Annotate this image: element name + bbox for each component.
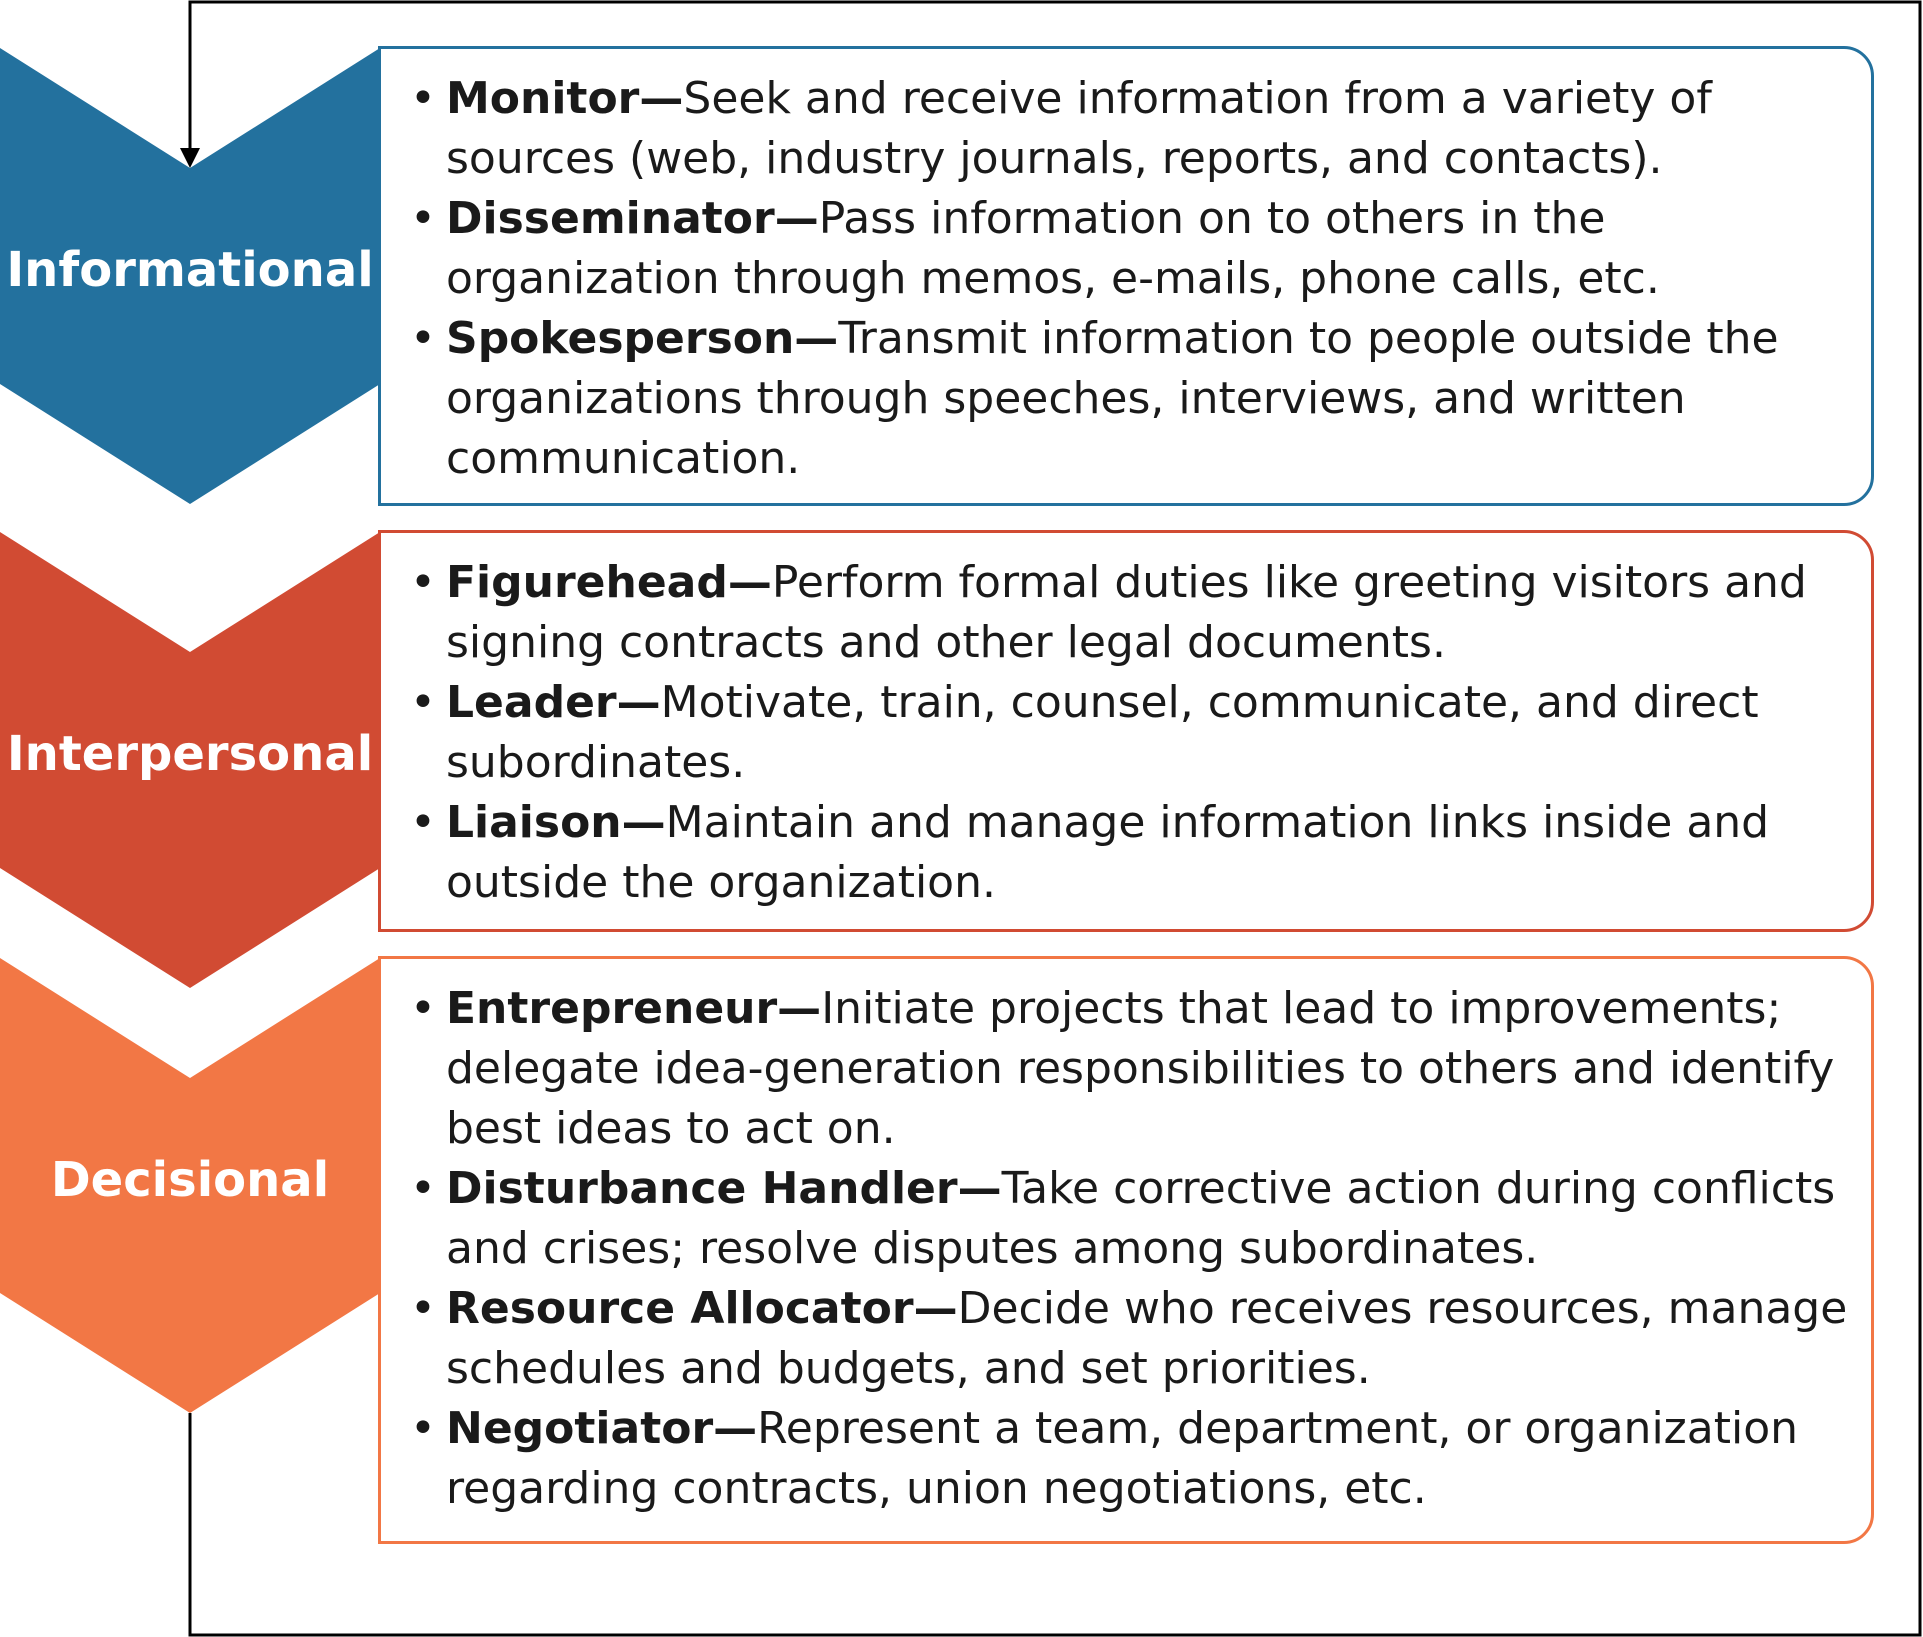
section-label-interpersonal: Interpersonal bbox=[6, 726, 374, 782]
role-title: Disseminator— bbox=[446, 193, 819, 244]
role-list: Figurehead—Perform formal duties like gr… bbox=[410, 553, 1851, 913]
role-description: Represent a team, department, or organiz… bbox=[446, 1403, 1799, 1514]
chevron-informational bbox=[0, 48, 380, 504]
role-item-liaison: Liaison—Maintain and manage information … bbox=[410, 793, 1851, 913]
role-title: Liaison— bbox=[446, 797, 666, 848]
section-label-informational: Informational bbox=[6, 242, 374, 298]
loop-line bbox=[188, 0, 1922, 1637]
interpersonal-roles-box: Figurehead—Perform formal duties like gr… bbox=[378, 530, 1874, 932]
role-list: Monitor—Seek and receive information fro… bbox=[410, 69, 1851, 489]
role-title: Figurehead— bbox=[446, 557, 772, 608]
role-item-resource-allocator: Resource Allocator—Decide who receives r… bbox=[410, 1279, 1851, 1399]
role-item-entrepreneur: Entrepreneur—Initiate projects that lead… bbox=[410, 979, 1851, 1159]
section-label-decisional: Decisional bbox=[50, 1152, 330, 1208]
role-item-monitor: Monitor—Seek and receive information fro… bbox=[410, 69, 1851, 189]
chevron-decisional bbox=[0, 958, 380, 1413]
role-description: Take corrective action during conflicts … bbox=[446, 1163, 1836, 1274]
role-description: Decide who receives resources, manage sc… bbox=[446, 1283, 1848, 1394]
role-description: Initiate projects that lead to improveme… bbox=[446, 983, 1835, 1154]
chevron-interpersonal bbox=[0, 532, 380, 988]
role-title: Negotiator— bbox=[446, 1403, 758, 1454]
role-item-disturbance-handler: Disturbance Handler—Take corrective acti… bbox=[410, 1159, 1851, 1279]
decisional-roles-box: Entrepreneur—Initiate projects that lead… bbox=[378, 956, 1874, 1544]
role-item-negotiator: Negotiator—Represent a team, department,… bbox=[410, 1399, 1851, 1519]
role-title: Resource Allocator— bbox=[446, 1283, 958, 1334]
role-list: Entrepreneur—Initiate projects that lead… bbox=[410, 979, 1851, 1519]
role-title: Disturbance Handler— bbox=[446, 1163, 1002, 1214]
role-title: Entrepreneur— bbox=[446, 983, 822, 1034]
informational-roles-box: Monitor—Seek and receive information fro… bbox=[378, 46, 1874, 506]
role-description: Perform formal duties like greeting visi… bbox=[446, 557, 1807, 668]
arrowhead-icon bbox=[180, 148, 200, 168]
role-item-figurehead: Figurehead—Perform formal duties like gr… bbox=[410, 553, 1851, 673]
role-description: Maintain and manage information links in… bbox=[446, 797, 1770, 908]
role-description: Motivate, train, counsel, communicate, a… bbox=[446, 677, 1759, 788]
role-item-disseminator: Disseminator—Pass information on to othe… bbox=[410, 189, 1851, 309]
role-title: Monitor— bbox=[446, 73, 684, 124]
role-item-leader: Leader—Motivate, train, counsel, communi… bbox=[410, 673, 1851, 793]
role-description: Seek and receive information from a vari… bbox=[446, 73, 1712, 184]
role-description: Transmit information to people outside t… bbox=[446, 313, 1779, 484]
role-title: Leader— bbox=[446, 677, 661, 728]
role-item-spokesperson: Spokesperson—Transmit information to peo… bbox=[410, 309, 1851, 489]
role-description: Pass information on to others in the org… bbox=[446, 193, 1660, 304]
role-title: Spokesperson— bbox=[446, 313, 839, 364]
